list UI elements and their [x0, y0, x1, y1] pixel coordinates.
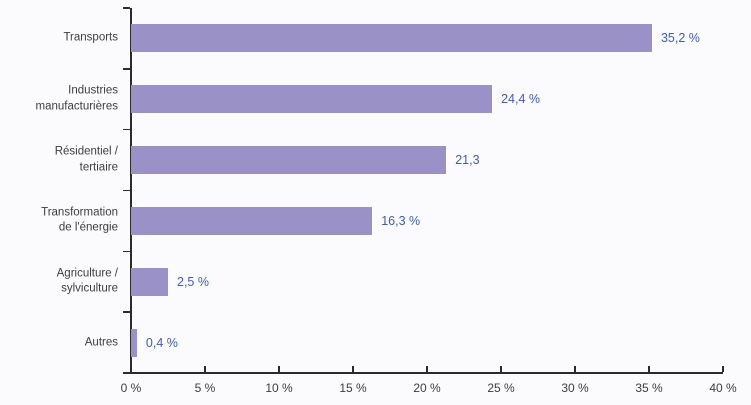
category-label-line: manufacturières: [35, 100, 118, 113]
x-axis-tick: [722, 366, 724, 372]
category-label-0: Transports: [0, 31, 118, 47]
bar-5: [131, 328, 137, 357]
value-label-5: 0,4 %: [145, 335, 178, 350]
category-label-line: sylviculture: [61, 282, 118, 295]
category-label-5: Autres: [0, 335, 118, 351]
value-label-2: 21,3: [455, 153, 480, 168]
y-axis-tick: [123, 372, 130, 374]
value-label-4: 2,5 %: [177, 274, 209, 289]
x-axis-tick: [574, 366, 576, 372]
x-axis-tick: [648, 366, 650, 372]
x-tick-label-6: 30 %: [561, 381, 589, 395]
category-label-line: Autres: [84, 335, 118, 348]
bar-3: [131, 206, 373, 235]
category-label-line: Industries: [68, 84, 118, 97]
x-tick-label-1: 5 %: [194, 381, 216, 395]
x-tick-label-3: 15 %: [339, 381, 367, 395]
category-label-3: Transformation de l'énergie: [0, 205, 118, 236]
value-label-0: 35,2 %: [660, 31, 700, 46]
x-tick-label-5: 25 %: [487, 381, 515, 395]
category-label-line: tertiaire: [79, 161, 118, 174]
y-axis-tick: [123, 68, 130, 70]
x-axis-tick: [500, 366, 502, 372]
category-label-line: Agriculture /: [56, 267, 118, 280]
x-tick-label-2: 10 %: [265, 381, 293, 395]
bar-2: [131, 146, 447, 175]
x-axis-tick: [278, 366, 280, 372]
x-axis-tick: [130, 366, 132, 372]
x-tick-label-7: 35 %: [635, 381, 663, 395]
y-axis-tick: [123, 7, 130, 9]
x-axis-line: [130, 372, 723, 374]
x-axis-tick: [204, 366, 206, 372]
category-label-line: de l'énergie: [58, 221, 118, 234]
bar-1: [131, 85, 493, 114]
category-label-line: Transformation: [41, 206, 118, 219]
x-axis-tick: [426, 366, 428, 372]
x-axis-tick: [352, 366, 354, 372]
x-tick-label-4: 20 %: [413, 381, 441, 395]
y-axis-tick: [123, 189, 130, 192]
category-label-4: Agriculture / sylviculture: [0, 266, 118, 297]
x-tick-label-8: 40 %: [709, 381, 737, 395]
bar-4: [131, 267, 168, 296]
y-axis-tick: [123, 128, 130, 131]
value-label-3: 16,3 %: [381, 213, 421, 228]
category-label-1: Industries manufacturières: [0, 84, 118, 115]
y-axis-line: [130, 8, 132, 373]
value-label-1: 24,4 %: [501, 92, 541, 107]
bar-0: [131, 24, 652, 53]
y-axis-tick: [123, 311, 130, 313]
category-label-line: Résidentiel /: [54, 145, 118, 158]
category-label-2: Résidentiel / tertiaire: [0, 145, 118, 176]
y-axis-tick: [123, 250, 130, 253]
category-label-line: Transports: [63, 31, 118, 44]
x-tick-label-0: 0 %: [120, 381, 142, 395]
